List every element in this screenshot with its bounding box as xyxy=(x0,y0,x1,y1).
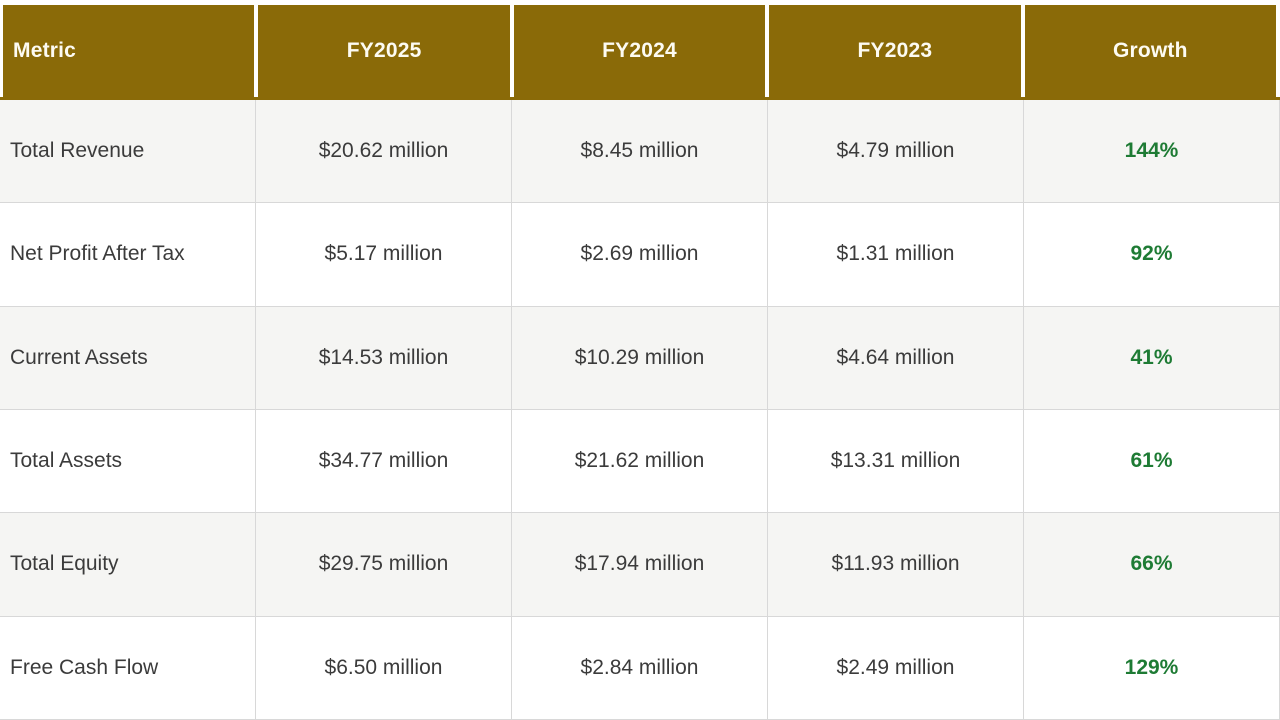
growth-cell: 61% xyxy=(1024,409,1280,513)
value-cell-fy2025: $14.53 million xyxy=(256,306,512,409)
table-row: Free Cash Flow $6.50 million $2.84 million… xyxy=(0,616,1280,720)
metric-cell: Net Profit After Tax xyxy=(0,203,256,306)
growth-cell: 41% xyxy=(1024,306,1280,409)
header-cell-fy2023: FY2023 xyxy=(769,5,1021,97)
value-cell-fy2025: $20.62 million xyxy=(256,100,512,203)
table-row: Current Assets $14.53 million $10.29 milli… xyxy=(0,306,1280,410)
value-cell-fy2025: $6.50 million xyxy=(256,616,512,719)
value-cell-fy2025: $34.77 million xyxy=(256,409,512,513)
metric-cell: Free Cash Flow xyxy=(0,616,256,719)
growth-cell: 92% xyxy=(1024,203,1280,306)
value-cell-fy2024: $8.45 million xyxy=(512,100,768,203)
value-cell-fy2025: $5.17 million xyxy=(256,203,512,306)
table-row: Net Profit After Tax $5.17 million $2.69 m… xyxy=(0,203,1280,307)
metric-cell: Total Assets xyxy=(0,409,256,513)
metric-cell: Total Equity xyxy=(0,513,256,616)
table-body: Total Revenue $20.62 million $8.45 million… xyxy=(0,100,1280,720)
value-cell-fy2024: $21.62 million xyxy=(512,409,768,513)
value-cell-fy2024: $10.29 million xyxy=(512,306,768,409)
header-cell-fy2025: FY2025 xyxy=(258,5,510,97)
growth-cell: 144% xyxy=(1024,100,1280,203)
value-cell-fy2023: $2.49 million xyxy=(768,616,1024,719)
metric-cell: Total Revenue xyxy=(0,100,256,203)
value-cell-fy2023: $4.79 million xyxy=(768,100,1024,203)
value-cell-fy2024: $17.94 million xyxy=(512,513,768,616)
header-cell-fy2024: FY2024 xyxy=(513,5,766,97)
value-cell-fy2023: $13.31 million xyxy=(768,409,1024,513)
table-row: Total Equity $29.75 million $17.94 million… xyxy=(0,513,1280,617)
growth-cell: 66% xyxy=(1024,513,1280,616)
table-row: Total Assets $34.77 million $21.62 million… xyxy=(0,409,1280,514)
value-cell-fy2023: $11.93 million xyxy=(768,513,1024,616)
value-cell-fy2024: $2.69 million xyxy=(512,203,768,306)
table-header-row: Metric FY2025 FY2024 FY2023 Growth xyxy=(0,0,1280,100)
value-cell-fy2024: $2.84 million xyxy=(512,616,768,719)
value-cell-fy2023: $1.31 million xyxy=(768,203,1024,306)
header-cell-growth: Growth xyxy=(1024,5,1276,97)
metric-cell: Current Assets xyxy=(0,306,256,409)
header-cell-metric: Metric xyxy=(3,5,255,97)
growth-cell: 129% xyxy=(1024,616,1280,719)
table-row: Total Revenue $20.62 million $8.45 million… xyxy=(0,100,1280,204)
value-cell-fy2025: $29.75 million xyxy=(256,513,512,616)
value-cell-fy2023: $4.64 million xyxy=(768,306,1024,409)
